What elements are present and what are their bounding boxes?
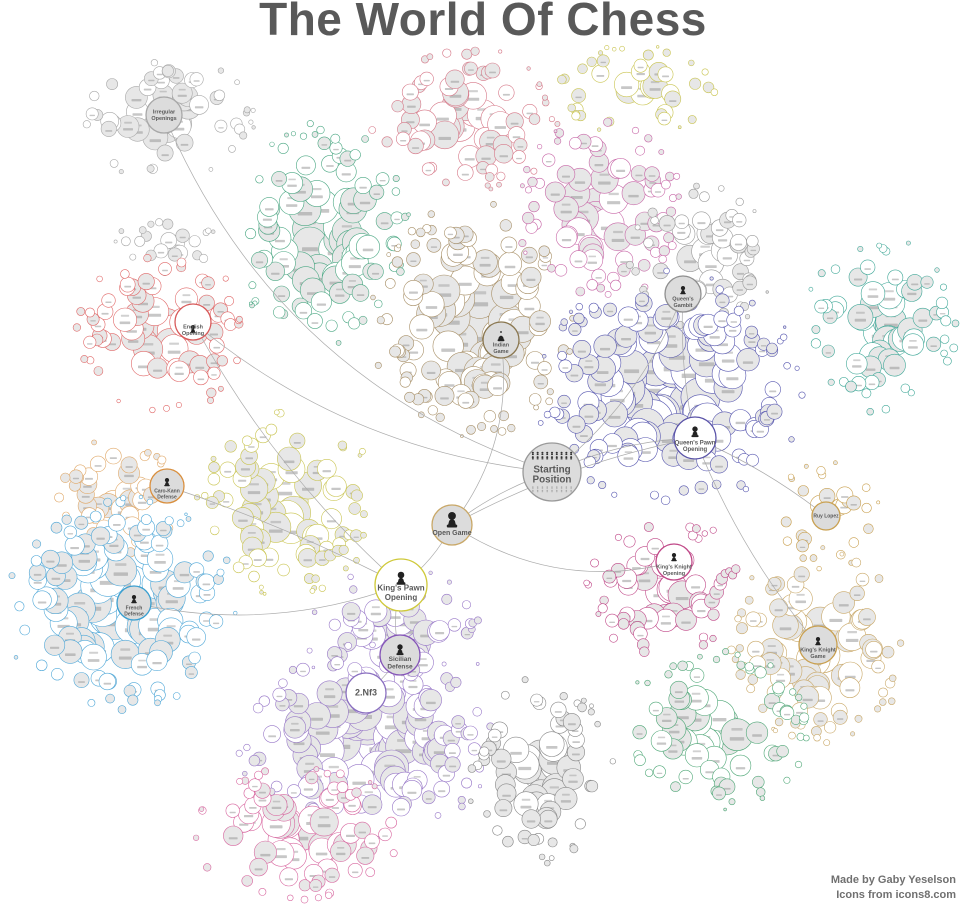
svg-text:King's Knight: King's Knight: [656, 564, 692, 570]
svg-text:Open Game: Open Game: [432, 530, 471, 537]
svg-text:Opening: Opening: [182, 331, 204, 337]
svg-text:Queen's: Queen's: [672, 296, 693, 302]
svg-text:Indian: Indian: [493, 342, 510, 348]
svg-text:King's Pawn: King's Pawn: [377, 584, 424, 593]
svg-text:Irregular: Irregular: [153, 109, 176, 115]
svg-text:Gambit: Gambit: [674, 303, 693, 309]
svg-text:Openings: Openings: [151, 116, 176, 122]
svg-text:Defense: Defense: [387, 664, 413, 671]
svg-text:Sicilian: Sicilian: [389, 656, 412, 663]
svg-text:Opening: Opening: [683, 447, 708, 453]
svg-text:Game: Game: [493, 349, 508, 355]
svg-text:Opening: Opening: [385, 593, 418, 602]
svg-text:Opening: Opening: [663, 571, 685, 577]
svg-text:King's Knight: King's Knight: [800, 647, 836, 653]
svg-text:2.Nf3: 2.Nf3: [355, 687, 377, 697]
svg-text:Defense: Defense: [157, 494, 177, 500]
svg-text:English: English: [183, 324, 204, 330]
svg-text:Defense: Defense: [124, 611, 144, 617]
svg-text:Ruy Lopez: Ruy Lopez: [813, 513, 839, 519]
svg-text:Queen's Pawn: Queen's Pawn: [675, 440, 716, 446]
svg-text:Game: Game: [810, 654, 825, 660]
svg-text:Position: Position: [533, 475, 572, 486]
